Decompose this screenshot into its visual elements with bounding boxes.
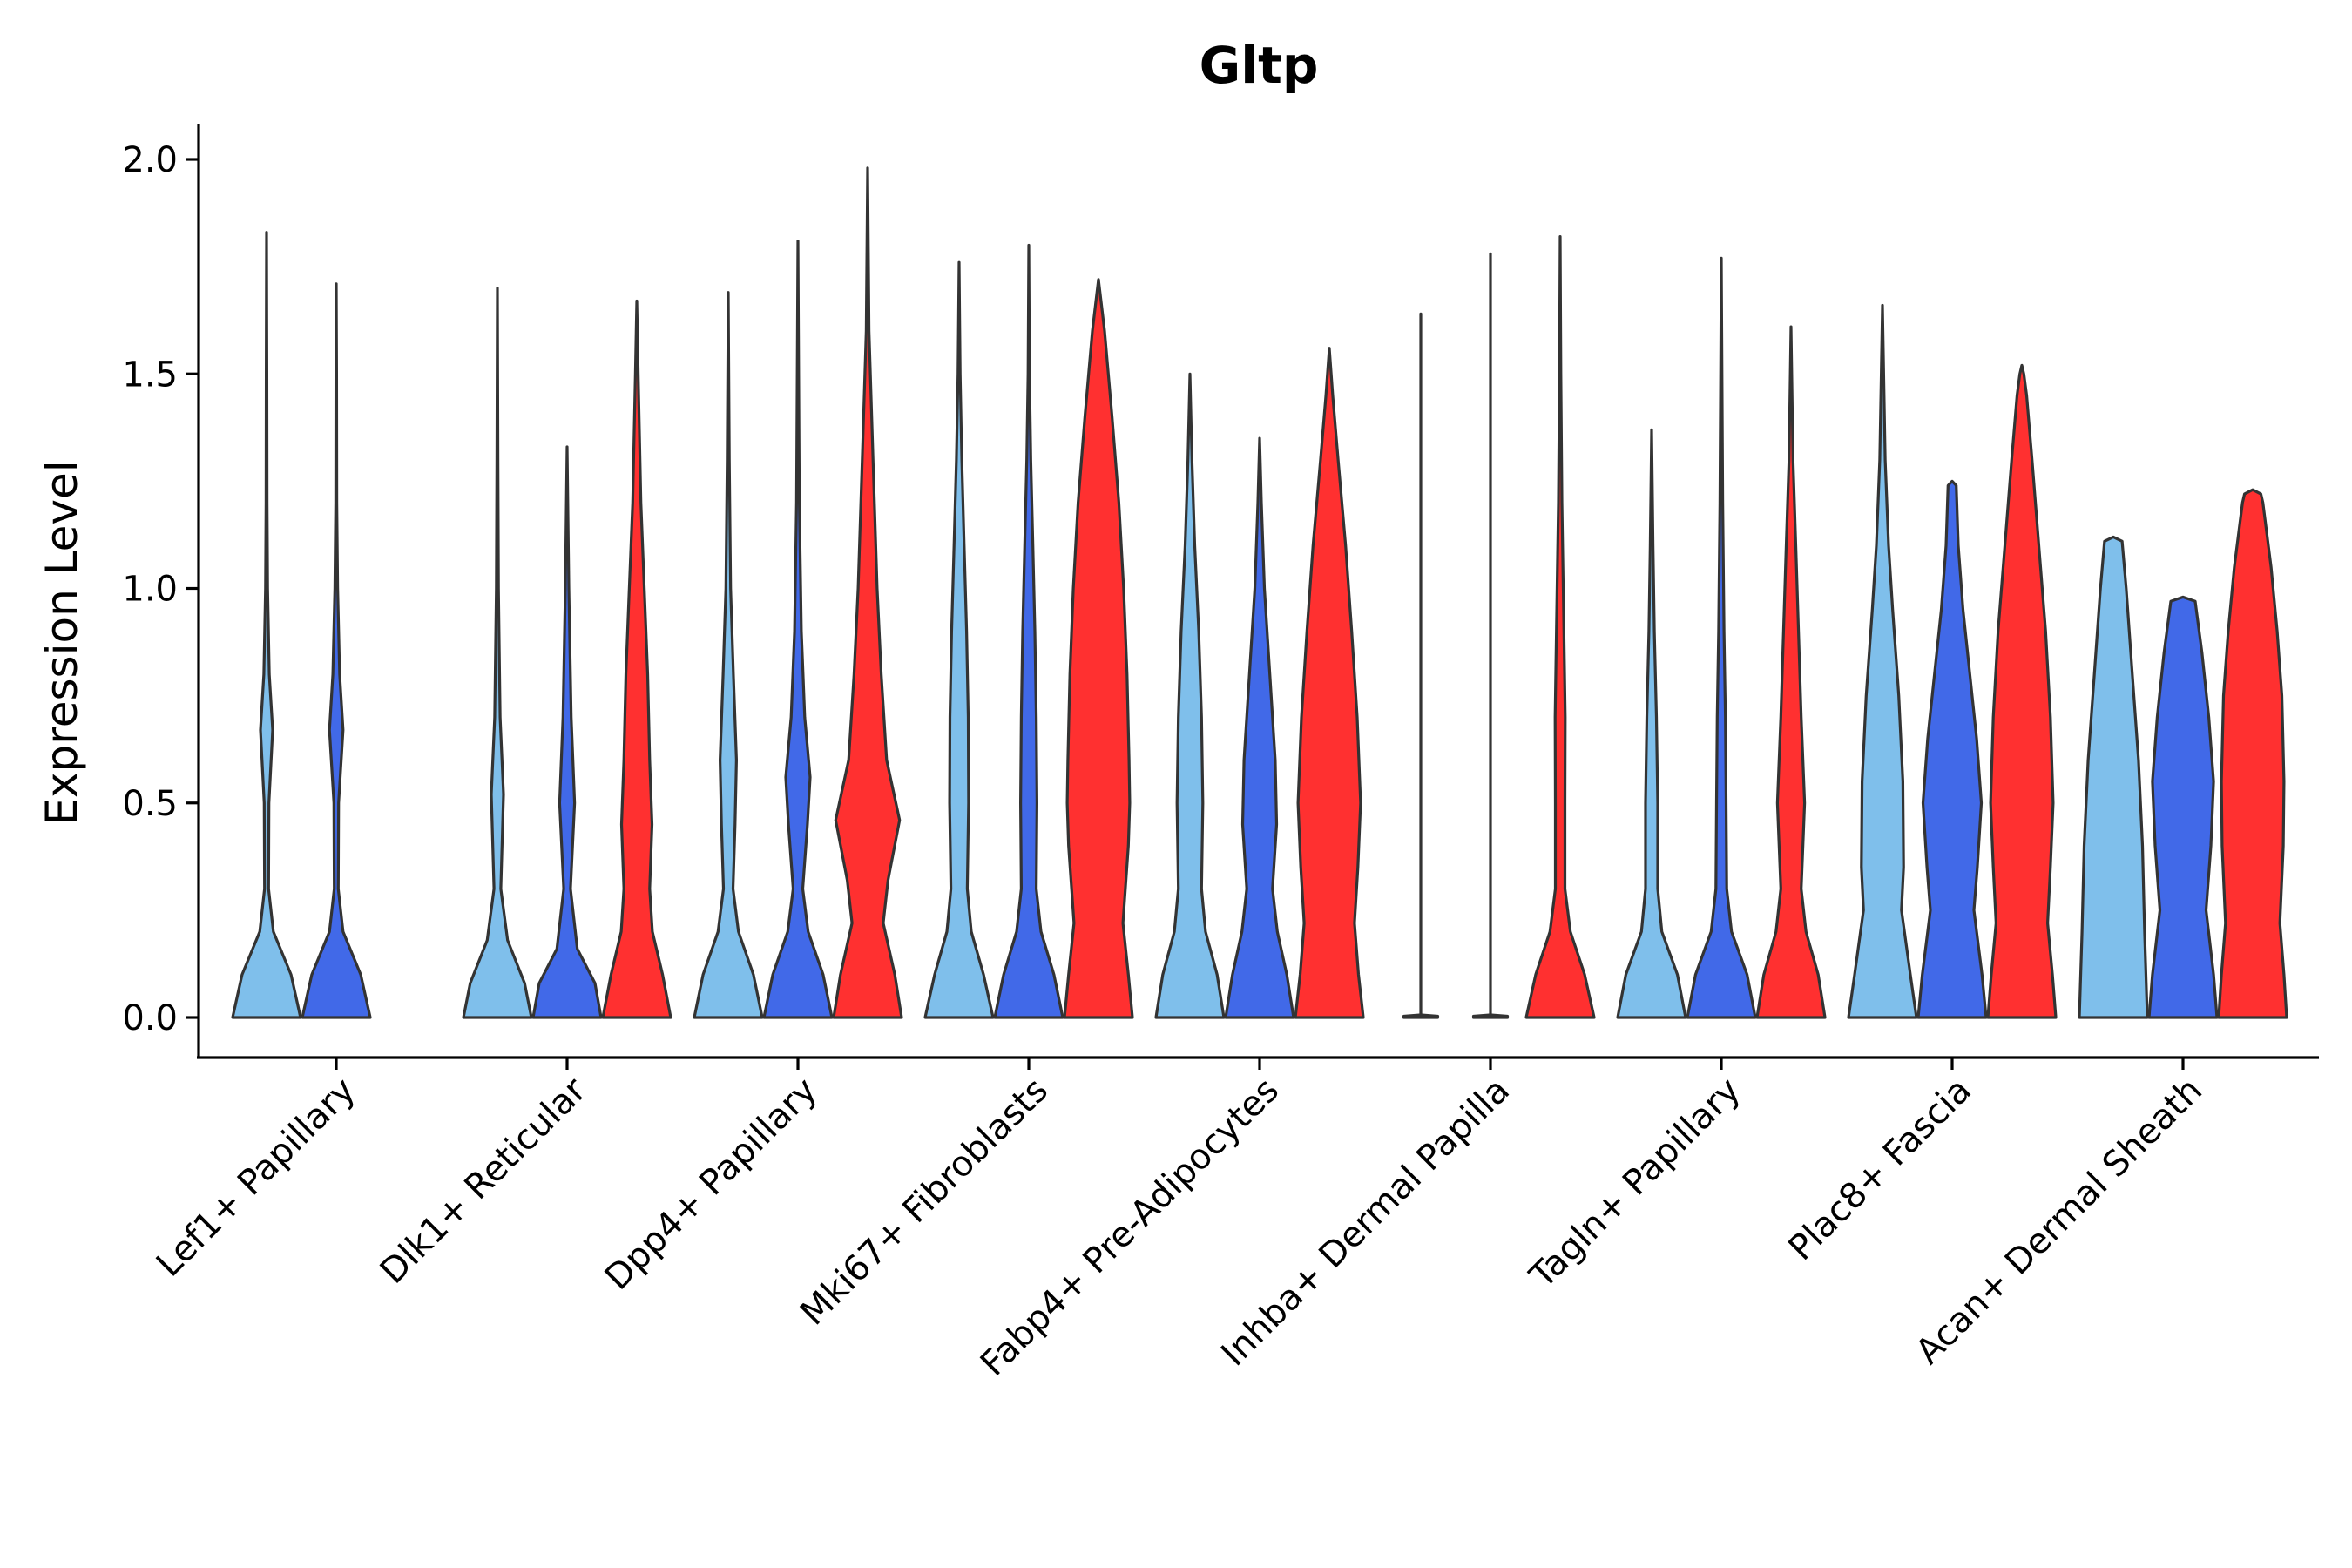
violin-shape: [1154, 372, 1226, 1019]
violin-group: [1847, 303, 2058, 1019]
violin-group: [231, 231, 372, 1019]
y-tick-label: 1.5: [122, 355, 178, 395]
violin-shape: [1755, 325, 1827, 1019]
violin-group: [1402, 235, 1596, 1019]
y-tick-label: 0.0: [122, 998, 178, 1038]
violin-shape: [1471, 252, 1510, 1019]
violin-shape: [2217, 488, 2288, 1019]
violin-shape: [1402, 312, 1440, 1019]
violin-shape: [601, 299, 672, 1019]
violin-shape: [1916, 479, 1988, 1019]
violin-shape: [462, 287, 533, 1019]
axes: [197, 124, 2319, 1059]
x-tick-label: Dlk1+ Reticular: [373, 1070, 595, 1292]
violin-shape: [2147, 595, 2219, 1019]
y-axis-label: Expression Level: [37, 460, 87, 825]
violin-layer: [231, 166, 2288, 1019]
y-ticks: 0.0 0.5 1.0 1.5 2.0: [122, 140, 199, 1038]
violin-shape: [1616, 428, 1687, 1019]
y-tick-label: 1.0: [122, 570, 178, 610]
violin-shape: [2078, 535, 2149, 1019]
violin-shape: [993, 243, 1064, 1019]
violin-shape: [923, 260, 995, 1019]
violin-shape: [1847, 303, 1918, 1019]
violin-group: [923, 243, 1134, 1019]
x-tick-label: Tagln+ Papillary: [1522, 1071, 1748, 1297]
violin-shape: [762, 240, 834, 1019]
violin-group: [1154, 347, 1365, 1019]
violin-shape: [301, 282, 372, 1019]
x-tick-label: Mki67+ Fibroblasts: [793, 1071, 1056, 1334]
y-tick-label: 2.0: [122, 140, 178, 180]
x-ticks: Lef1+ Papillary Dlk1+ Reticular Dpp4+ Papi…: [149, 1058, 2210, 1384]
violin-shape: [1524, 235, 1596, 1019]
violin-shape: [1224, 436, 1295, 1019]
violin-shape: [231, 231, 302, 1019]
x-tick-label: Dpp4+ Papillary: [598, 1071, 825, 1298]
violin-shape: [531, 445, 603, 1019]
violin-group: [1616, 256, 1827, 1019]
violin-shape: [832, 166, 903, 1019]
x-tick-label: Plac8+ Fascia: [1781, 1071, 1980, 1269]
x-tick-label: Lef1+ Papillary: [149, 1071, 363, 1285]
chart-title: Gltp: [1200, 36, 1319, 95]
violin-shape: [1063, 278, 1134, 1019]
violin-shape: [693, 291, 764, 1019]
violin-shape: [1986, 363, 2058, 1019]
violin-shape: [1686, 256, 1757, 1019]
violin-group: [2078, 488, 2288, 1019]
y-tick-label: 0.5: [122, 784, 178, 824]
violin-group: [462, 287, 672, 1019]
violin-group: [693, 166, 903, 1019]
violin-shape: [1294, 347, 1365, 1019]
